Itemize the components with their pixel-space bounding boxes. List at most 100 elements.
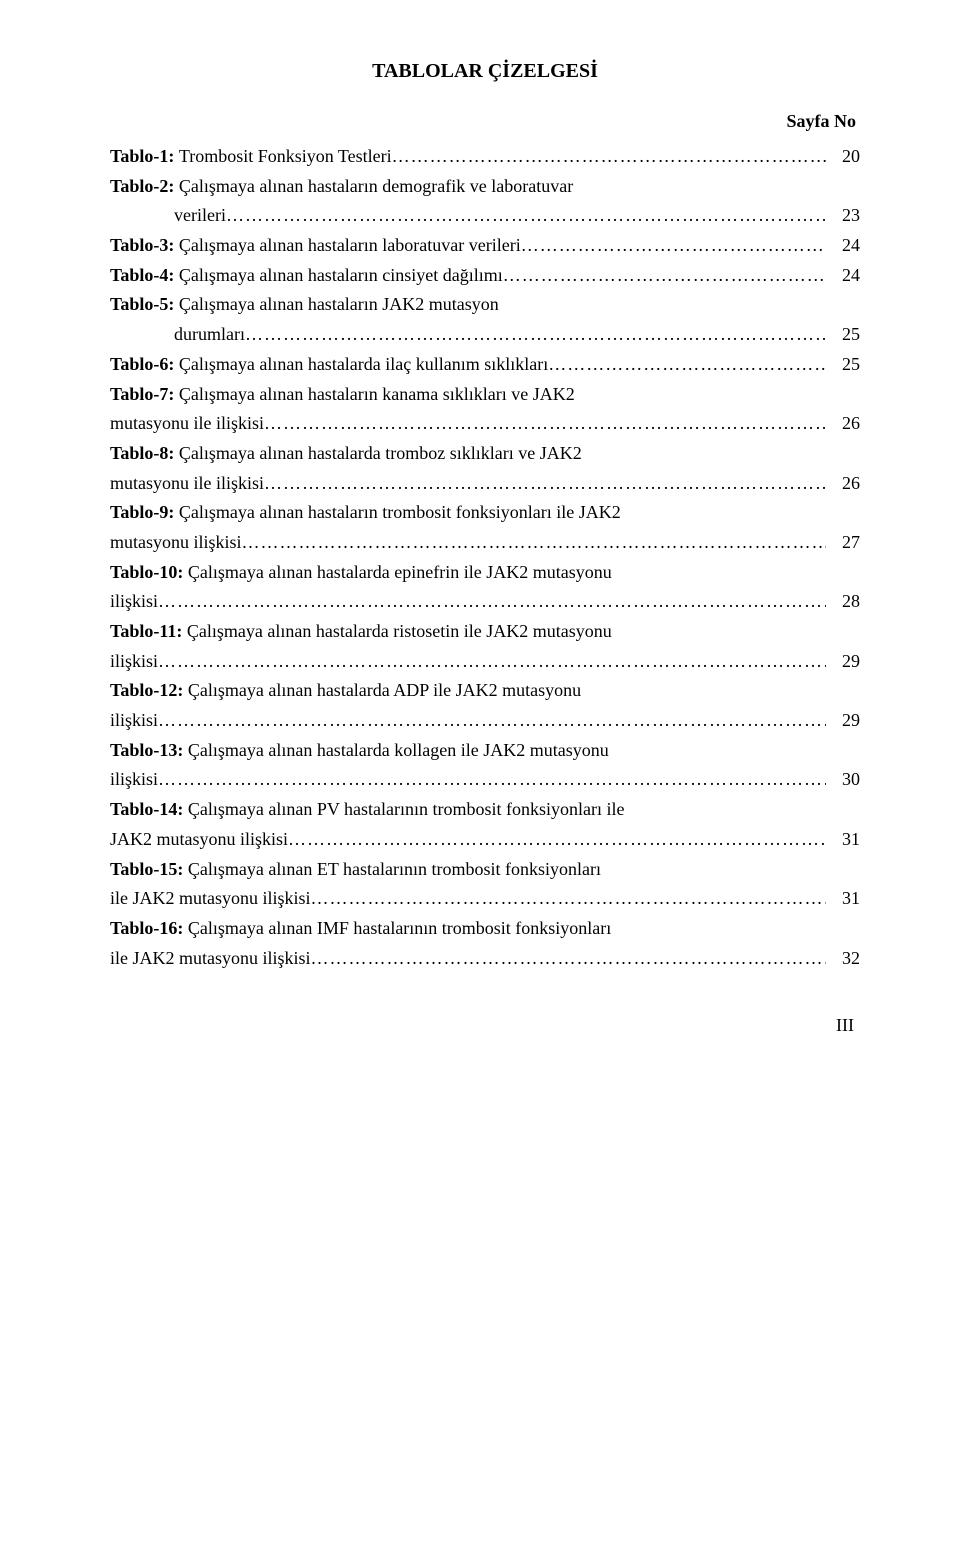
toc-leaders: …………………………………………………………………………………………………………… — [548, 350, 826, 380]
toc-label: Tablo-9: — [110, 502, 179, 522]
toc-line: Tablo-7: Çalışmaya alınan hastaların kan… — [110, 380, 860, 410]
toc-page-number: 25 — [826, 320, 860, 350]
toc-label: Tablo-5: — [110, 294, 179, 314]
toc-label: Tablo-2: — [110, 176, 179, 196]
toc-page-number: 24 — [826, 261, 860, 291]
toc-list: Tablo-1: Trombosit Fonksiyon Testleri………… — [110, 142, 860, 973]
toc-line: Tablo-4: Çalışmaya alınan hastaların cin… — [110, 261, 860, 291]
toc-line: Tablo-1: Trombosit Fonksiyon Testleri………… — [110, 142, 860, 172]
toc-line: mutasyonu ilişkisi…………………………………………………………… — [110, 528, 860, 558]
toc-text: Tablo-11: Çalışmaya alınan hastalarda ri… — [110, 617, 612, 647]
toc-text: ilişkisi — [110, 765, 158, 795]
toc-text: Tablo-16: Çalışmaya alınan IMF hastaları… — [110, 914, 611, 944]
toc-page-number: 29 — [826, 647, 860, 677]
toc-line: ile JAK2 mutasyonu ilişkisi…………………………………… — [110, 884, 860, 914]
toc-line: Tablo-5: Çalışmaya alınan hastaların JAK… — [110, 290, 860, 320]
toc-leaders: …………………………………………………………………………………………………………… — [392, 142, 826, 172]
toc-page-number: 27 — [826, 528, 860, 558]
toc-text: ilişkisi — [110, 706, 158, 736]
toc-leaders: …………………………………………………………………………………………………………… — [288, 825, 826, 855]
toc-text: Tablo-5: Çalışmaya alınan hastaların JAK… — [110, 290, 499, 320]
toc-line: mutasyonu ile ilişkisi………………………………………………… — [110, 409, 860, 439]
toc-text: ilişkisi — [110, 647, 158, 677]
toc-line: Tablo-16: Çalışmaya alınan IMF hastaları… — [110, 914, 860, 944]
toc-line: ilişkisi……………………………………………………………………………………… — [110, 587, 860, 617]
toc-line: Tablo-2: Çalışmaya alınan hastaların dem… — [110, 172, 860, 202]
toc-label: Tablo-3: — [110, 235, 179, 255]
toc-leaders: …………………………………………………………………………………………………………… — [226, 201, 826, 231]
toc-text: Tablo-14: Çalışmaya alınan PV hastaların… — [110, 795, 624, 825]
toc-line: ilişkisi……………………………………………………………………………………… — [110, 706, 860, 736]
toc-text: Tablo-6: Çalışmaya alınan hastalarda ila… — [110, 350, 548, 380]
toc-line: durumları…………………………………………………………………………………… — [110, 320, 860, 350]
toc-text: mutasyonu ile ilişkisi — [110, 409, 264, 439]
toc-page-number: 20 — [826, 142, 860, 172]
toc-leaders: …………………………………………………………………………………………………………… — [158, 647, 826, 677]
toc-label: Tablo-4: — [110, 265, 179, 285]
toc-leaders: …………………………………………………………………………………………………………… — [503, 261, 826, 291]
page-footer-number: III — [110, 1015, 860, 1036]
toc-text: Tablo-15: Çalışmaya alınan ET hastaların… — [110, 855, 601, 885]
toc-page-number: 28 — [826, 587, 860, 617]
toc-label: Tablo-11: — [110, 621, 187, 641]
toc-line: Tablo-11: Çalışmaya alınan hastalarda ri… — [110, 617, 860, 647]
toc-line: Tablo-8: Çalışmaya alınan hastalarda tro… — [110, 439, 860, 469]
toc-text: mutasyonu ile ilişkisi — [110, 469, 264, 499]
toc-leaders: …………………………………………………………………………………………………………… — [311, 944, 826, 974]
toc-text: Tablo-12: Çalışmaya alınan hastalarda AD… — [110, 676, 581, 706]
toc-line: Tablo-14: Çalışmaya alınan PV hastaların… — [110, 795, 860, 825]
toc-label: Tablo-12: — [110, 680, 188, 700]
toc-text: Tablo-7: Çalışmaya alınan hastaların kan… — [110, 380, 575, 410]
toc-text: JAK2 mutasyonu ilişkisi — [110, 825, 288, 855]
toc-text: Tablo-2: Çalışmaya alınan hastaların dem… — [110, 172, 573, 202]
toc-leaders: …………………………………………………………………………………………………………… — [158, 587, 826, 617]
toc-line: Tablo-3: Çalışmaya alınan hastaların lab… — [110, 231, 860, 261]
toc-label: Tablo-14: — [110, 799, 188, 819]
toc-leaders: …………………………………………………………………………………………………………… — [264, 469, 826, 499]
toc-label: Tablo-8: — [110, 443, 179, 463]
toc-leaders: …………………………………………………………………………………………………………… — [158, 706, 826, 736]
toc-text: Tablo-1: Trombosit Fonksiyon Testleri — [110, 142, 392, 172]
toc-text: ilişkisi — [110, 587, 158, 617]
toc-line: Tablo-10: Çalışmaya alınan hastalarda ep… — [110, 558, 860, 588]
toc-line: Tablo-15: Çalışmaya alınan ET hastaların… — [110, 855, 860, 885]
toc-leaders: …………………………………………………………………………………………………………… — [242, 528, 826, 558]
toc-label: Tablo-15: — [110, 859, 188, 879]
toc-line: verileri……………………………………………………………………………………… — [110, 201, 860, 231]
toc-label: Tablo-6: — [110, 354, 179, 374]
toc-line: ile JAK2 mutasyonu ilişkisi…………………………………… — [110, 944, 860, 974]
toc-text: durumları — [110, 320, 245, 350]
toc-page-number: 26 — [826, 469, 860, 499]
toc-line: ilişkisi……………………………………………………………………………………… — [110, 765, 860, 795]
toc-line: Tablo-13: Çalışmaya alınan hastalarda ko… — [110, 736, 860, 766]
toc-page-number: 32 — [826, 944, 860, 974]
toc-label: Tablo-10: — [110, 562, 188, 582]
toc-text: Tablo-8: Çalışmaya alınan hastalarda tro… — [110, 439, 582, 469]
toc-leaders: …………………………………………………………………………………………………………… — [521, 231, 826, 261]
toc-page-number: 24 — [826, 231, 860, 261]
toc-line: Tablo-9: Çalışmaya alınan hastaların tro… — [110, 498, 860, 528]
toc-label: Tablo-13: — [110, 740, 188, 760]
page-number-header: Sayfa No — [110, 111, 860, 132]
toc-line: Tablo-12: Çalışmaya alınan hastalarda AD… — [110, 676, 860, 706]
toc-leaders: …………………………………………………………………………………………………………… — [245, 320, 826, 350]
toc-text: ile JAK2 mutasyonu ilişkisi — [110, 944, 311, 974]
toc-label: Tablo-16: — [110, 918, 188, 938]
toc-line: mutasyonu ile ilişkisi………………………………………………… — [110, 469, 860, 499]
toc-page-number: 25 — [826, 350, 860, 380]
toc-text: ile JAK2 mutasyonu ilişkisi — [110, 884, 311, 914]
toc-page-number: 29 — [826, 706, 860, 736]
toc-page-number: 23 — [826, 201, 860, 231]
toc-text: Tablo-10: Çalışmaya alınan hastalarda ep… — [110, 558, 612, 588]
toc-line: ilişkisi……………………………………………………………………………………… — [110, 647, 860, 677]
toc-text: Tablo-13: Çalışmaya alınan hastalarda ko… — [110, 736, 609, 766]
toc-line: Tablo-6: Çalışmaya alınan hastalarda ila… — [110, 350, 860, 380]
page-title: TABLOLAR ÇİZELGESİ — [110, 60, 860, 83]
toc-label: Tablo-1: — [110, 146, 179, 166]
toc-page-number: 30 — [826, 765, 860, 795]
toc-text: Tablo-9: Çalışmaya alınan hastaların tro… — [110, 498, 621, 528]
toc-page-number: 26 — [826, 409, 860, 439]
toc-text: verileri — [110, 201, 226, 231]
toc-text: Tablo-4: Çalışmaya alınan hastaların cin… — [110, 261, 503, 291]
toc-page-number: 31 — [826, 884, 860, 914]
